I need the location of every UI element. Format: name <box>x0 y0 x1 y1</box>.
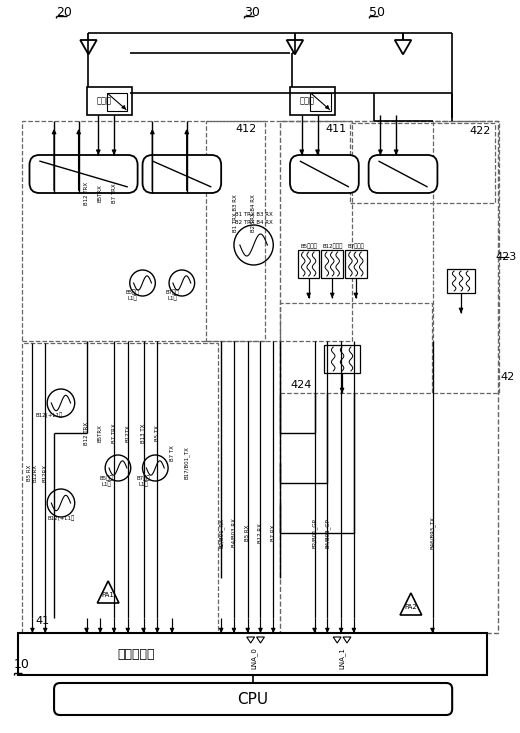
Text: LNA_0: LNA_0 <box>250 647 257 669</box>
Text: B2/B01_GP: B2/B01_GP <box>311 518 317 548</box>
Text: B7 TX: B7 TX <box>170 445 175 461</box>
Bar <box>22 343 218 633</box>
Text: 双工器: 双工器 <box>300 97 315 106</box>
Text: 20: 20 <box>56 7 72 20</box>
Text: B12TX: B12TX <box>125 424 131 442</box>
Text: 411: 411 <box>326 124 347 134</box>
Bar <box>321 250 343 278</box>
Bar <box>350 123 496 203</box>
Text: B5 RX
B12RX: B5 RX B12RX <box>27 464 38 482</box>
Bar <box>345 250 367 278</box>
Text: B46/B93_TX: B46/B93_TX <box>430 517 435 550</box>
Bar <box>310 92 331 111</box>
Text: B2/B01_RX: B2/B01_RX <box>218 518 224 548</box>
FancyBboxPatch shape <box>30 155 138 193</box>
Bar <box>280 303 432 393</box>
Bar <box>206 121 352 341</box>
Text: 射频收发器: 射频收发器 <box>117 647 154 660</box>
Text: B7双工
L1基: B7双工 L1基 <box>137 475 150 487</box>
Text: B12 TRX: B12 TRX <box>84 182 89 205</box>
Text: 30: 30 <box>244 7 259 20</box>
Text: 双工器: 双工器 <box>96 97 111 106</box>
Text: B5TRX: B5TRX <box>98 424 103 442</box>
Text: 412: 412 <box>235 124 256 134</box>
Text: B12滤波器: B12滤波器 <box>322 243 343 248</box>
Text: 50: 50 <box>369 7 385 20</box>
Bar <box>86 87 132 115</box>
Text: B7双工
L1基: B7双工 L1基 <box>165 289 179 301</box>
Text: B7 RX: B7 RX <box>271 525 276 541</box>
Text: B7 TRX: B7 TRX <box>111 183 116 203</box>
Bar <box>22 121 265 341</box>
Bar <box>18 633 487 675</box>
Text: B1 TRX B3 RX: B1 TRX B3 RX <box>233 194 238 232</box>
Text: B17/B01_TX: B17/B01_TX <box>184 446 190 479</box>
Text: 10: 10 <box>14 658 30 671</box>
Text: B7 TRX: B7 TRX <box>111 423 116 443</box>
Text: B12 RX: B12 RX <box>258 523 263 543</box>
Text: B12(+L1基: B12(+L1基 <box>47 515 74 521</box>
Text: B5滤波器: B5滤波器 <box>300 243 317 248</box>
Text: B5双工
L1基: B5双工 L1基 <box>99 475 113 487</box>
Text: 422: 422 <box>469 126 490 136</box>
Text: B2 TRX B4 RX: B2 TRX B4 RX <box>251 194 256 232</box>
FancyBboxPatch shape <box>369 155 437 193</box>
Text: PA2: PA2 <box>405 604 417 610</box>
Text: B4/B03_GP: B4/B03_GP <box>324 518 330 548</box>
Text: 42: 42 <box>500 372 515 382</box>
Text: 423: 423 <box>496 252 517 262</box>
Text: B5 TX: B5 TX <box>155 425 160 441</box>
Text: B12(+L1基: B12(+L1基 <box>35 412 63 418</box>
Text: B13 TX: B13 TX <box>141 424 146 443</box>
Text: 424: 424 <box>290 380 311 390</box>
Bar <box>298 250 319 278</box>
Bar <box>280 121 498 633</box>
Text: PA1: PA1 <box>102 592 114 598</box>
Text: B4/B03 RX: B4/B03 RX <box>231 518 237 548</box>
Text: B5TRX: B5TRX <box>98 184 103 202</box>
Bar <box>324 345 360 373</box>
Text: B5 RX: B5 RX <box>245 525 250 541</box>
Text: B7滤波器: B7滤波器 <box>347 243 365 248</box>
Text: LNA_1: LNA_1 <box>339 647 345 669</box>
FancyBboxPatch shape <box>54 683 452 715</box>
Text: CPU: CPU <box>238 691 269 707</box>
FancyBboxPatch shape <box>142 155 221 193</box>
Bar <box>447 269 475 293</box>
Bar <box>107 92 127 111</box>
Bar <box>290 87 335 115</box>
Text: B12RX: B12RX <box>43 464 48 482</box>
Text: B2 TRX B4 RX: B2 TRX B4 RX <box>235 221 272 226</box>
Text: B5双工
L1基: B5双工 L1基 <box>126 289 139 301</box>
Bar <box>433 121 499 393</box>
FancyBboxPatch shape <box>290 155 359 193</box>
Text: B12 TRX: B12 TRX <box>84 421 89 444</box>
Text: 41: 41 <box>35 616 49 626</box>
Text: B1 TRX B3 RX: B1 TRX B3 RX <box>235 213 272 218</box>
